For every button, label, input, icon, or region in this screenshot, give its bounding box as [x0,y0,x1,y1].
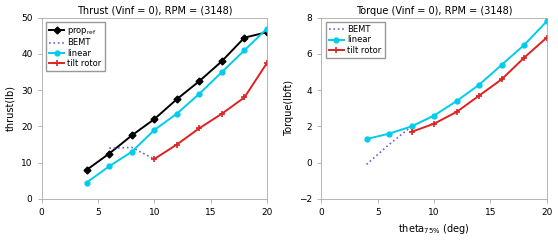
linear [453,100,460,103]
Line: prop$_\mathregular{ref}$: prop$_\mathregular{ref}$ [84,30,270,172]
prop$_\mathregular{ref}$ [128,134,135,137]
linear [543,20,550,23]
Line: BEMT: BEMT [109,147,155,159]
Line: linear: linear [84,26,270,185]
prop$_\mathregular{ref}$ [219,60,225,63]
linear [521,44,527,46]
prop$_\mathregular{ref}$ [174,98,180,101]
prop$_\mathregular{ref}$ [196,80,203,83]
linear [263,27,270,30]
tilt rotor [498,78,505,81]
tilt rotor [431,122,437,125]
BEMT [363,163,370,166]
tilt rotor [521,56,527,59]
tilt rotor [219,112,225,115]
linear [408,125,415,128]
BEMT [106,147,113,150]
tilt rotor [196,127,203,130]
BEMT [431,114,437,117]
Title: Thrust (Vinf = 0), RPM = (3148): Thrust (Vinf = 0), RPM = (3148) [76,6,232,15]
Line: BEMT: BEMT [367,115,434,165]
Line: tilt rotor: tilt rotor [408,34,550,135]
linear [83,181,90,184]
BEMT [408,125,415,128]
linear [196,92,203,95]
tilt rotor [543,36,550,39]
BEMT [128,146,135,149]
linear [498,63,505,66]
tilt rotor [476,94,483,97]
linear [106,165,113,168]
prop$_\mathregular{ref}$ [151,118,158,121]
prop$_\mathregular{ref}$ [106,152,113,155]
prop$_\mathregular{ref}$ [263,31,270,34]
tilt rotor [174,143,180,146]
linear [431,114,437,117]
Title: Torque (Vinf = 0), RPM = (3148): Torque (Vinf = 0), RPM = (3148) [356,6,512,15]
Y-axis label: Torque(lbft): Torque(lbft) [284,80,294,136]
Y-axis label: thrust(lb): thrust(lb) [6,85,16,131]
Line: tilt rotor: tilt rotor [151,60,271,162]
Line: linear: linear [364,19,549,142]
tilt rotor [408,130,415,133]
tilt rotor [263,61,270,64]
linear [241,49,248,52]
linear [128,150,135,153]
BEMT [386,143,392,146]
X-axis label: theta$_\mathregular{75\%}$ (deg): theta$_\mathregular{75\%}$ (deg) [398,222,470,236]
tilt rotor [453,110,460,113]
BEMT [151,158,158,160]
linear [151,129,158,131]
prop$_\mathregular{ref}$ [241,36,248,39]
linear [476,83,483,86]
linear [363,138,370,141]
prop$_\mathregular{ref}$ [83,168,90,171]
Legend: BEMT, linear, tilt rotor: BEMT, linear, tilt rotor [326,22,385,58]
linear [174,112,180,115]
tilt rotor [241,96,248,99]
tilt rotor [151,158,158,160]
linear [386,132,392,135]
linear [219,71,225,74]
Legend: prop$_\mathregular{ref}$, BEMT, linear, tilt rotor: prop$_\mathregular{ref}$, BEMT, linear, … [46,22,105,71]
